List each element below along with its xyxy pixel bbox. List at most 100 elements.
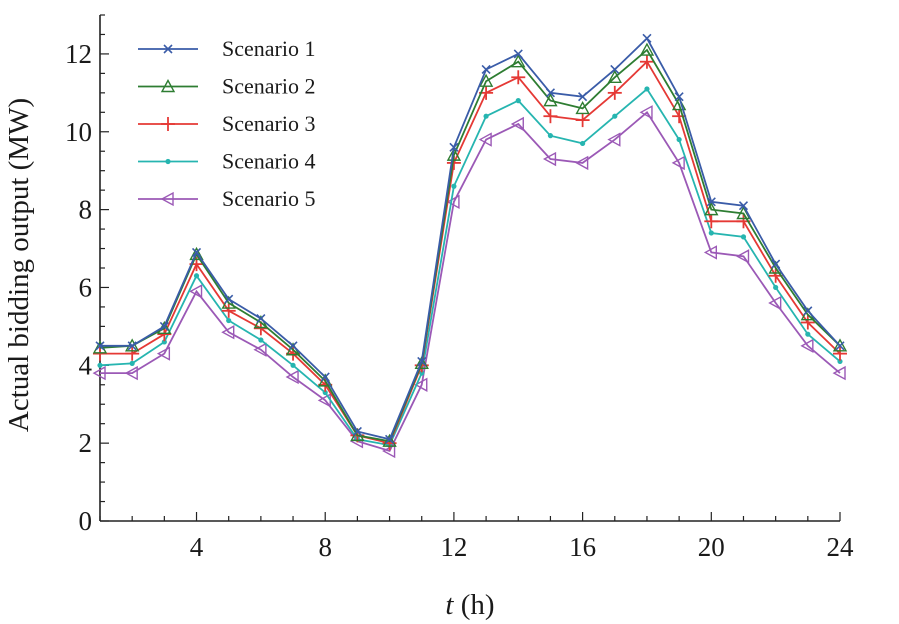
- data-point: [642, 33, 652, 43]
- series-2: [92, 42, 848, 447]
- data-point: [224, 294, 234, 304]
- legend-item: Scenario 3: [138, 111, 315, 136]
- series-5: [92, 105, 846, 459]
- data-point: [639, 42, 655, 56]
- data-point: [449, 142, 459, 152]
- series-line: [99, 87, 841, 447]
- legend-label: Scenario 4: [222, 149, 315, 174]
- data-point: [703, 245, 718, 260]
- data-point: [451, 183, 457, 189]
- data-point: [674, 92, 684, 102]
- data-point: [704, 202, 719, 216]
- series-line: [99, 48, 841, 443]
- data-point: [478, 73, 494, 87]
- y-tick-label: 2: [79, 428, 93, 458]
- data-point: [580, 140, 586, 147]
- series-line: [100, 110, 841, 452]
- data-point: [221, 303, 236, 318]
- data-point: [446, 147, 462, 161]
- data-point: [708, 230, 714, 236]
- data-point: [97, 362, 103, 368]
- data-point: [382, 433, 397, 447]
- data-point: [322, 389, 328, 396]
- data-point: [256, 314, 266, 324]
- data-point: [803, 306, 813, 316]
- data-point: [511, 70, 526, 85]
- legend-item: Scenario 4: [138, 149, 315, 174]
- data-point: [129, 360, 135, 366]
- data-point: [95, 341, 105, 351]
- y-tick-label: 12: [65, 39, 92, 69]
- legend-marker: [165, 158, 171, 165]
- data-point: [578, 92, 588, 102]
- legend-marker: [160, 191, 174, 207]
- series-3: [93, 54, 847, 451]
- y-tick-label: 4: [79, 350, 93, 380]
- y-tick-label: 10: [65, 117, 92, 147]
- data-point: [773, 284, 779, 291]
- data-point: [545, 88, 556, 98]
- x-axis-variable: t: [445, 589, 454, 621]
- x-axis-title: t (h): [445, 589, 494, 621]
- data-point: [157, 327, 172, 342]
- data-point: [800, 315, 815, 330]
- data-point: [513, 49, 523, 59]
- series-1: [95, 33, 845, 444]
- legend-label: Scenario 2: [222, 74, 315, 99]
- data-point: [159, 321, 169, 331]
- x-tick-label: 24: [827, 532, 855, 562]
- axes-frame: [99, 15, 840, 522]
- y-tick-label: 8: [79, 195, 93, 225]
- x-tick-label: 12: [440, 532, 467, 562]
- data-point: [93, 346, 107, 361]
- data-point: [832, 338, 848, 352]
- data-point: [837, 358, 843, 365]
- x-tick-label: 20: [698, 532, 725, 562]
- data-point: [607, 69, 622, 83]
- data-point: [704, 214, 719, 229]
- data-point: [612, 113, 618, 119]
- legend-item: Scenario 5: [138, 186, 315, 211]
- data-point: [832, 365, 846, 381]
- data-point: [800, 338, 814, 354]
- data-point: [290, 362, 296, 368]
- y-tick-label: 0: [79, 506, 93, 536]
- legend-marker: [160, 79, 176, 93]
- data-point: [833, 346, 847, 361]
- data-point: [414, 355, 429, 370]
- data-point: [191, 247, 202, 257]
- data-point: [125, 346, 140, 361]
- data-point: [706, 197, 716, 207]
- data-point: [542, 151, 557, 167]
- x-tick-label: 4: [190, 532, 204, 562]
- data-point: [672, 109, 687, 124]
- data-point: [320, 372, 330, 382]
- data-point: [738, 201, 749, 211]
- data-point: [419, 370, 425, 376]
- data-point: [671, 155, 685, 171]
- data-point: [285, 369, 299, 385]
- legend-item: Scenario 1: [138, 36, 315, 61]
- data-point: [639, 54, 654, 69]
- data-point: [258, 337, 264, 343]
- data-point: [352, 426, 362, 437]
- legend-item: Scenario 2: [138, 74, 315, 99]
- data-point: [446, 194, 460, 210]
- data-point: [610, 64, 620, 75]
- data-point: [736, 249, 750, 264]
- data-point: [253, 321, 268, 336]
- data-point: [124, 365, 138, 381]
- data-point: [189, 284, 203, 299]
- data-point: [736, 206, 751, 220]
- data-point: [288, 341, 298, 351]
- data-point: [607, 85, 622, 100]
- x-tick-label: 8: [318, 532, 332, 562]
- data-point: [835, 341, 845, 351]
- data-point: [771, 259, 781, 269]
- data-point: [740, 234, 747, 240]
- plot-area: [92, 33, 848, 459]
- data-point: [607, 132, 621, 147]
- legend: Scenario 1 Scenario 2 Scenario 3 Scenario 4…: [138, 36, 315, 211]
- data-point: [644, 86, 650, 92]
